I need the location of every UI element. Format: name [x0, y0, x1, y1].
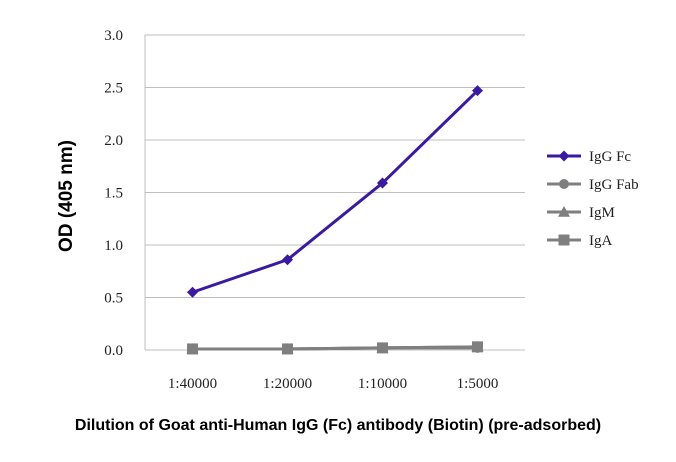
y-tick-label: 3.0 [104, 28, 123, 44]
legend-item: IgG Fc [547, 149, 631, 165]
legend-item: IgM [547, 205, 615, 221]
y-tick-label: 0.5 [104, 291, 123, 307]
legend-label: IgG Fc [589, 149, 631, 165]
data-point [377, 177, 388, 189]
series-iga [187, 341, 483, 355]
legend-marker [558, 150, 570, 162]
data-point [282, 254, 293, 266]
legend-label: IgA [589, 233, 612, 249]
data-point [187, 343, 198, 355]
legend-item: IgG Fab [547, 177, 639, 193]
y-tick-label: 2.5 [104, 81, 123, 97]
y-tick-label: 0.0 [104, 343, 123, 359]
data-point [282, 343, 293, 355]
legend: IgG Fc IgG Fab IgM IgA [547, 149, 639, 249]
x-tick-label: 1:5000 [457, 376, 499, 392]
data-point [472, 341, 483, 353]
data-point [187, 286, 198, 298]
legend-marker [559, 179, 569, 189]
x-axis-ticks: 1:40000 1:20000 1:10000 1:5000 [168, 376, 498, 392]
y-tick-label: 2.0 [104, 133, 123, 149]
legend-marker [558, 206, 570, 217]
legend-label: IgG Fab [589, 177, 639, 193]
legend-label: IgM [589, 205, 615, 221]
series-line [192, 345, 478, 351]
x-tick-label: 1:40000 [168, 376, 217, 392]
data-point [377, 342, 388, 354]
legend-item: IgA [547, 233, 612, 249]
y-tick-label: 1.5 [104, 186, 123, 202]
data-point [472, 85, 483, 97]
series-lines [186, 85, 484, 355]
series-igg-fc [187, 85, 483, 298]
grid-lines [144, 34, 525, 351]
x-tick-label: 1:20000 [263, 376, 312, 392]
legend-marker [558, 234, 570, 246]
y-axis-label: OD (405 nm) [56, 140, 77, 252]
y-tick-label: 1.0 [104, 238, 123, 254]
x-axis-label: Dilution of Goat anti-Human IgG (Fc) ant… [75, 417, 601, 434]
y-axis-ticks: 0.0 0.5 1.0 1.5 2.0 2.5 3.0 [104, 28, 123, 359]
series-line [192, 89, 479, 294]
x-tick-label: 1:10000 [358, 376, 407, 392]
